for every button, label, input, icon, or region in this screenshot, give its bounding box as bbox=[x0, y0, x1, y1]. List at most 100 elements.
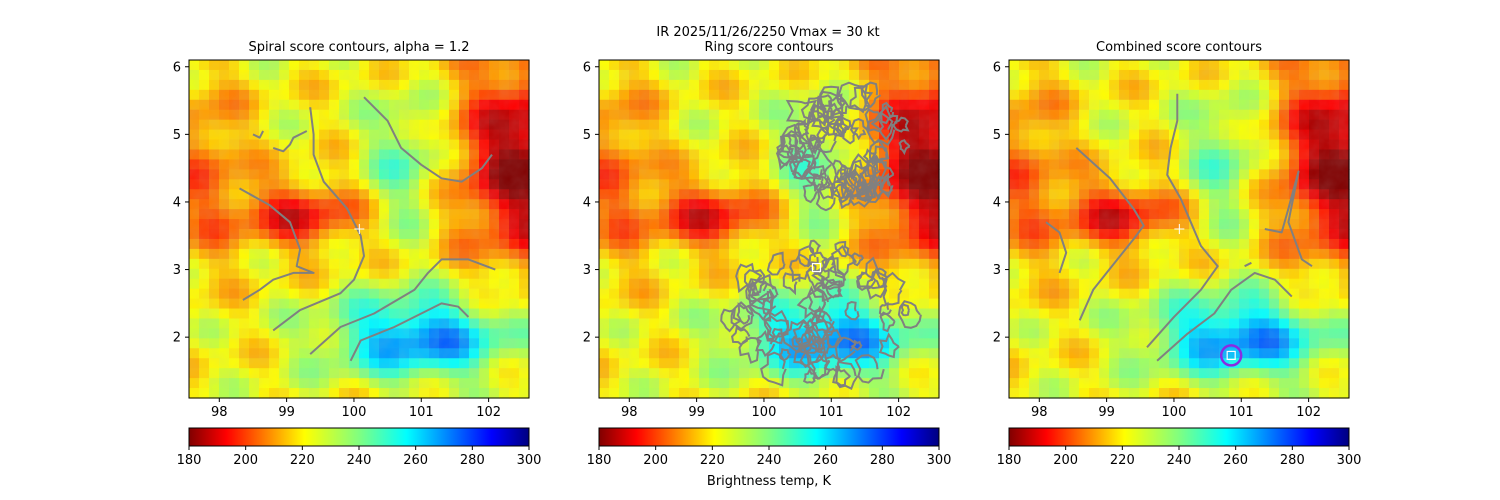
ring-contour bbox=[821, 254, 837, 273]
colorbar-tick-label: 260 bbox=[1223, 453, 1248, 468]
y-tick-label: 2 bbox=[583, 331, 591, 346]
axes-frame bbox=[598, 59, 940, 399]
y-tick-label: 4 bbox=[583, 195, 591, 210]
contour-line-3 bbox=[309, 258, 496, 355]
colorbar-tick-label: 180 bbox=[997, 453, 1022, 468]
panel-title: Ring score contours bbox=[704, 40, 833, 55]
ring-contour bbox=[738, 336, 762, 364]
ring-contour bbox=[793, 118, 810, 139]
ring-contour bbox=[811, 104, 836, 131]
contour-line-5 bbox=[252, 130, 264, 139]
ring-contour bbox=[816, 90, 844, 119]
ring-contour bbox=[791, 335, 804, 348]
ring-contour bbox=[854, 354, 885, 384]
y-tick-label: 5 bbox=[173, 128, 181, 143]
x-tick-label: 100 bbox=[752, 405, 777, 420]
y-tick-label: 3 bbox=[173, 263, 181, 278]
axes-frame bbox=[188, 59, 530, 399]
ring-contour-region-1 bbox=[775, 81, 911, 212]
ring-contour bbox=[834, 240, 850, 258]
ring-contour bbox=[806, 136, 823, 156]
colorbar-tick-label: 280 bbox=[870, 453, 895, 468]
ring-contour bbox=[836, 116, 852, 136]
panel-2: Ring score contours 98 99 100 101 102 2 3 4 5 6 180… bbox=[583, 40, 952, 489]
x-tick-label: 102 bbox=[476, 405, 501, 420]
colorbar-tick-label: 220 bbox=[700, 453, 725, 468]
ring-contour bbox=[735, 262, 763, 294]
colorbar-gradient bbox=[188, 427, 530, 447]
colorbar: 180 200 220 240 260 280 300 bbox=[177, 427, 541, 468]
colorbar-tick-label: 260 bbox=[813, 453, 838, 468]
colorbar-tick-label: 180 bbox=[177, 453, 202, 468]
ring-contour bbox=[838, 187, 855, 210]
colorbar-gradient bbox=[598, 427, 940, 447]
ring-contour bbox=[865, 268, 888, 300]
best-estimate-marker bbox=[1219, 344, 1243, 367]
ring-contour bbox=[745, 278, 770, 303]
ring-contour bbox=[797, 245, 819, 267]
colorbar: 180 200 220 240 260 280 300 bbox=[997, 427, 1361, 468]
ring-contour bbox=[840, 179, 855, 201]
colorbar-label: Brightness temp, K bbox=[707, 474, 832, 489]
ring-contour bbox=[849, 118, 868, 141]
ring-contour bbox=[833, 168, 849, 188]
ring-contour bbox=[807, 287, 830, 313]
colorbar-tick-label: 220 bbox=[290, 453, 315, 468]
colorbar-tick-label: 300 bbox=[927, 453, 952, 468]
contour-line-1 bbox=[1045, 221, 1068, 274]
x-tick-label: 101 bbox=[409, 405, 434, 420]
ring-contour bbox=[815, 336, 832, 354]
ring-contour bbox=[810, 313, 836, 344]
ring-contour bbox=[781, 318, 811, 354]
contour-line-4 bbox=[272, 130, 308, 153]
contour-line-3 bbox=[1146, 93, 1219, 348]
ring-contour bbox=[880, 101, 895, 125]
ring-contour bbox=[743, 269, 767, 296]
ring-contour bbox=[748, 289, 777, 322]
ring-contour bbox=[763, 315, 790, 338]
y-tick-label: 3 bbox=[993, 263, 1001, 278]
ring-contour bbox=[802, 181, 818, 204]
x-tick-label: 98 bbox=[621, 405, 638, 420]
colorbar-tick-label: 240 bbox=[347, 453, 372, 468]
panel-title: Spiral score contours, alpha = 1.2 bbox=[248, 40, 469, 55]
ring-contour bbox=[815, 185, 836, 212]
y-tick-label: 4 bbox=[993, 195, 1001, 210]
ring-contour bbox=[834, 183, 850, 204]
ring-contour bbox=[835, 360, 859, 390]
panel-title: Combined score contours bbox=[1096, 40, 1262, 55]
contour-line-7 bbox=[349, 302, 470, 362]
contour-line-5 bbox=[1244, 261, 1252, 268]
colorbar-tick-label: 180 bbox=[587, 453, 612, 468]
ring-contour bbox=[811, 338, 826, 352]
colorbar-tick-label: 220 bbox=[1110, 453, 1135, 468]
x-tick-label: 101 bbox=[1229, 405, 1254, 420]
y-tick-label: 6 bbox=[173, 60, 181, 75]
y-tick-label: 6 bbox=[993, 60, 1001, 75]
ring-contour bbox=[818, 85, 847, 121]
colorbar-tick-label: 240 bbox=[1167, 453, 1192, 468]
ring-contour bbox=[870, 104, 899, 141]
axes-frame bbox=[1008, 59, 1350, 399]
x-tick-label: 100 bbox=[1162, 405, 1187, 420]
x-tick-label: 99 bbox=[1098, 405, 1115, 420]
contour-line-6 bbox=[363, 96, 493, 183]
x-tick-label: 100 bbox=[342, 405, 367, 420]
ring-contour bbox=[864, 108, 885, 133]
center-marker bbox=[354, 224, 365, 234]
y-tick-label: 3 bbox=[583, 263, 591, 278]
ring-contour bbox=[810, 173, 824, 189]
ring-contour bbox=[834, 336, 857, 364]
x-tick-label: 98 bbox=[211, 405, 228, 420]
ring-contour bbox=[860, 81, 882, 108]
contour-line-1 bbox=[239, 187, 315, 301]
colorbar: 180 200 220 240 260 280 300 Brightness temp, K bbox=[587, 427, 952, 489]
colorbar-tick-label: 280 bbox=[1280, 453, 1305, 468]
colorbar-gradient bbox=[1008, 427, 1350, 447]
y-tick-label: 4 bbox=[173, 195, 181, 210]
ring-contour bbox=[766, 251, 786, 276]
x-tick-label: 99 bbox=[278, 405, 295, 420]
ring-contour bbox=[797, 118, 829, 156]
ring-contour bbox=[844, 300, 860, 321]
